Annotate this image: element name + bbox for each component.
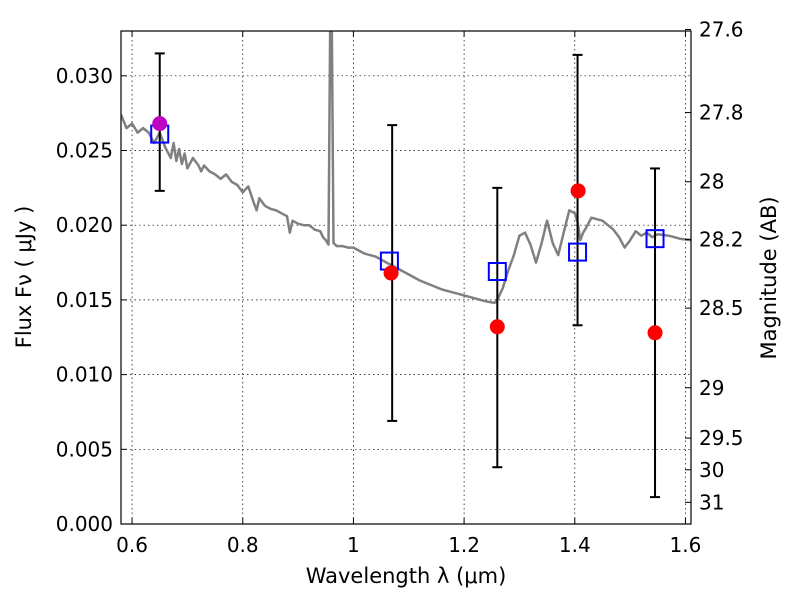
plot-area: [121, 31, 691, 499]
right-tick-label: 27.8: [699, 101, 744, 125]
y-tick-label: 0.015: [56, 288, 113, 312]
x-tick-label: 0.6: [116, 533, 148, 557]
right-tick-label: 31: [699, 490, 724, 514]
right-tick-label: 29: [699, 376, 724, 400]
axis-ticks: [121, 29, 691, 525]
tick-labels: 0.6 0.8 1 1.2 1.4 1.6 0.000 0.005 0.010 0.015 0.02…: [56, 18, 744, 557]
y-tick-label: 0.025: [56, 139, 113, 163]
x-tick-label: 1.2: [448, 533, 480, 557]
right-tick-label: 27.6: [699, 18, 744, 42]
model-photometry-square: [568, 242, 588, 262]
plot-frame: [120, 30, 692, 525]
right-tick-label: 28: [699, 170, 724, 194]
grid-lines: [121, 31, 691, 525]
right-tick-label: 29.5: [699, 426, 744, 450]
right-tick-label: 28.2: [699, 227, 744, 251]
observed-flux-point: [570, 183, 586, 199]
y-tick-label: 0.030: [56, 64, 113, 88]
x-axis-label: Wavelength λ (μm): [306, 564, 507, 588]
x-tick-label: 0.8: [227, 533, 259, 557]
right-tick-label: 30: [699, 458, 724, 482]
observed-flux-point: [647, 325, 663, 341]
y-tick-label: 0.010: [56, 363, 113, 387]
right-axis-label: Magnitude (AB): [757, 196, 781, 359]
x-tick-label: 1.4: [559, 533, 591, 557]
x-tick-label: 1.6: [670, 533, 702, 557]
right-tick-label: 28.5: [699, 296, 744, 320]
y-tick-label: 0.020: [56, 213, 113, 237]
x-tick-label: 1: [347, 533, 360, 557]
model-photometry-square: [487, 262, 507, 282]
observed-flux-point: [152, 116, 168, 132]
y-axis-label: Flux Fν ( μJy ): [12, 206, 36, 349]
y-tick-label: 0.005: [56, 437, 113, 461]
observed-flux-point: [489, 319, 505, 335]
model-spectrum-line: [121, 31, 691, 305]
model-photometry-square: [645, 229, 665, 249]
observed-flux-point: [383, 265, 399, 281]
y-tick-label: 0.000: [56, 512, 113, 536]
